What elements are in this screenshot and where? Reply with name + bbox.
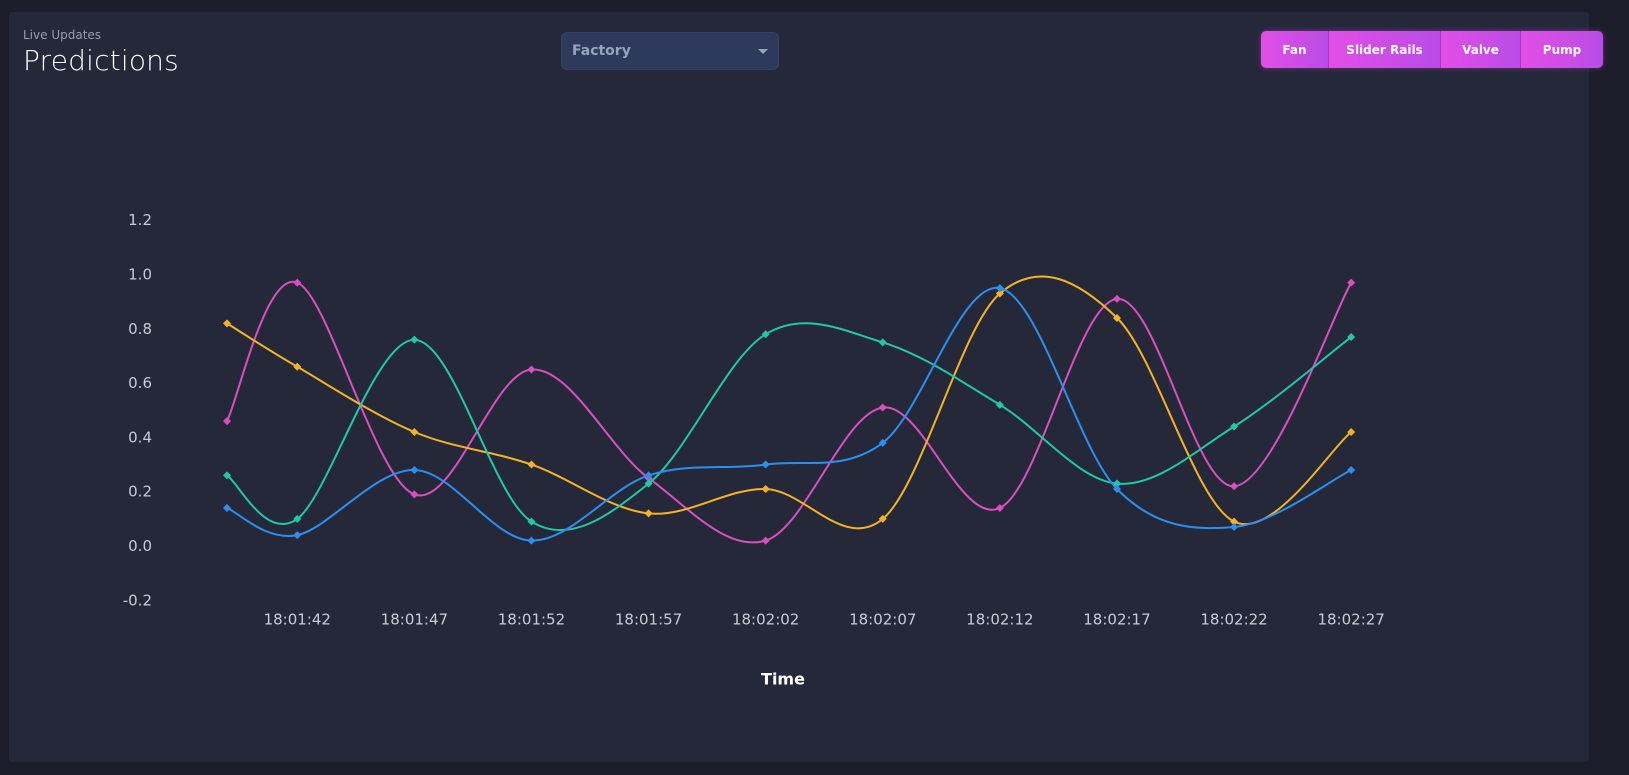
data-point[interactable]: [761, 536, 770, 545]
chevron-down-icon: [758, 48, 768, 54]
data-point[interactable]: [410, 335, 419, 344]
factory-select[interactable]: Factory: [561, 32, 779, 70]
x-tick-label: 18:02:17: [1083, 610, 1150, 628]
slider-rails-button[interactable]: Slider Rails: [1329, 31, 1441, 68]
x-tick-label: 18:02:27: [1317, 610, 1384, 628]
data-point[interactable]: [527, 365, 536, 374]
data-point[interactable]: [410, 490, 419, 499]
data-point[interactable]: [1112, 479, 1121, 488]
fan-button[interactable]: Fan: [1261, 31, 1329, 68]
data-point[interactable]: [644, 479, 653, 488]
predictions-chart: 1.2 1.0 0.8 0.6 0.4 0.2 0.0 -0.2 18:01:42 18:01:…: [123, 211, 1385, 688]
data-point[interactable]: [1112, 484, 1121, 493]
x-tick-label: 18:02:12: [966, 610, 1033, 628]
data-point[interactable]: [1230, 522, 1239, 531]
data-point[interactable]: [1230, 517, 1239, 526]
header: Live Updates Predictions: [23, 28, 179, 77]
data-point[interactable]: [644, 471, 653, 480]
data-point[interactable]: [878, 403, 887, 412]
data-point[interactable]: [995, 503, 1004, 512]
y-tick-label: 0.0: [128, 537, 152, 555]
data-point[interactable]: [527, 460, 536, 469]
page-title: Predictions: [23, 44, 179, 77]
data-point[interactable]: [878, 438, 887, 447]
data-point[interactable]: [410, 427, 419, 436]
x-tick-label: 18:02:22: [1200, 610, 1267, 628]
data-point[interactable]: [995, 400, 1004, 409]
data-point[interactable]: [995, 289, 1004, 298]
data-point[interactable]: [878, 338, 887, 347]
data-point[interactable]: [1112, 313, 1121, 322]
y-tick-label: -0.2: [123, 591, 152, 609]
series-line-0: [226, 281, 1353, 544]
data-point[interactable]: [1230, 422, 1239, 431]
predictions-card: Live Updates Predictions Factory Fan Sli…: [9, 12, 1603, 762]
data-point[interactable]: [1347, 427, 1356, 436]
data-point[interactable]: [761, 460, 770, 469]
data-point[interactable]: [1230, 482, 1239, 491]
y-tick-label: 0.8: [128, 320, 152, 338]
data-point[interactable]: [293, 278, 302, 287]
data-point[interactable]: [223, 503, 231, 512]
factory-select-value: Factory: [572, 43, 631, 59]
x-tick-label: 18:02:07: [849, 610, 916, 628]
data-point[interactable]: [761, 330, 770, 339]
data-point[interactable]: [761, 484, 770, 493]
x-tick-label: 18:02:02: [732, 610, 799, 628]
data-point[interactable]: [223, 471, 231, 480]
y-tick-label: 0.6: [128, 374, 152, 392]
data-point[interactable]: [293, 514, 302, 523]
data-point[interactable]: [223, 417, 231, 426]
data-point[interactable]: [223, 319, 231, 328]
data-point[interactable]: [293, 531, 302, 540]
data-point[interactable]: [1347, 332, 1356, 341]
y-tick-label: 0.4: [128, 428, 152, 446]
x-tick-label: 18:01:47: [381, 610, 448, 628]
x-axis-title: Time: [761, 669, 805, 688]
data-point[interactable]: [995, 284, 1004, 293]
data-point[interactable]: [644, 509, 653, 518]
series-line-3: [226, 287, 1352, 542]
data-point[interactable]: [527, 536, 536, 545]
valve-button[interactable]: Valve: [1441, 31, 1521, 68]
x-tick-label: 18:01:57: [615, 610, 682, 628]
data-point[interactable]: [527, 517, 536, 526]
machine-button-group: Fan Slider Rails Valve Pump: [1261, 31, 1603, 68]
pump-button[interactable]: Pump: [1521, 31, 1603, 68]
y-tick-label: 1.0: [128, 266, 152, 284]
data-point[interactable]: [878, 514, 887, 523]
series-line-1: [226, 275, 1352, 530]
data-point[interactable]: [410, 465, 419, 474]
data-point[interactable]: [293, 362, 302, 371]
data-point[interactable]: [1347, 278, 1356, 287]
y-tick-label: 1.2: [128, 211, 152, 229]
data-point[interactable]: [1347, 465, 1356, 474]
y-tick-label: 0.2: [128, 483, 152, 501]
series-line-2: [226, 322, 1352, 532]
data-point[interactable]: [1112, 294, 1121, 303]
x-tick-label: 18:01:42: [264, 610, 331, 628]
x-tick-label: 18:01:52: [498, 610, 565, 628]
live-updates-label: Live Updates: [23, 28, 102, 42]
